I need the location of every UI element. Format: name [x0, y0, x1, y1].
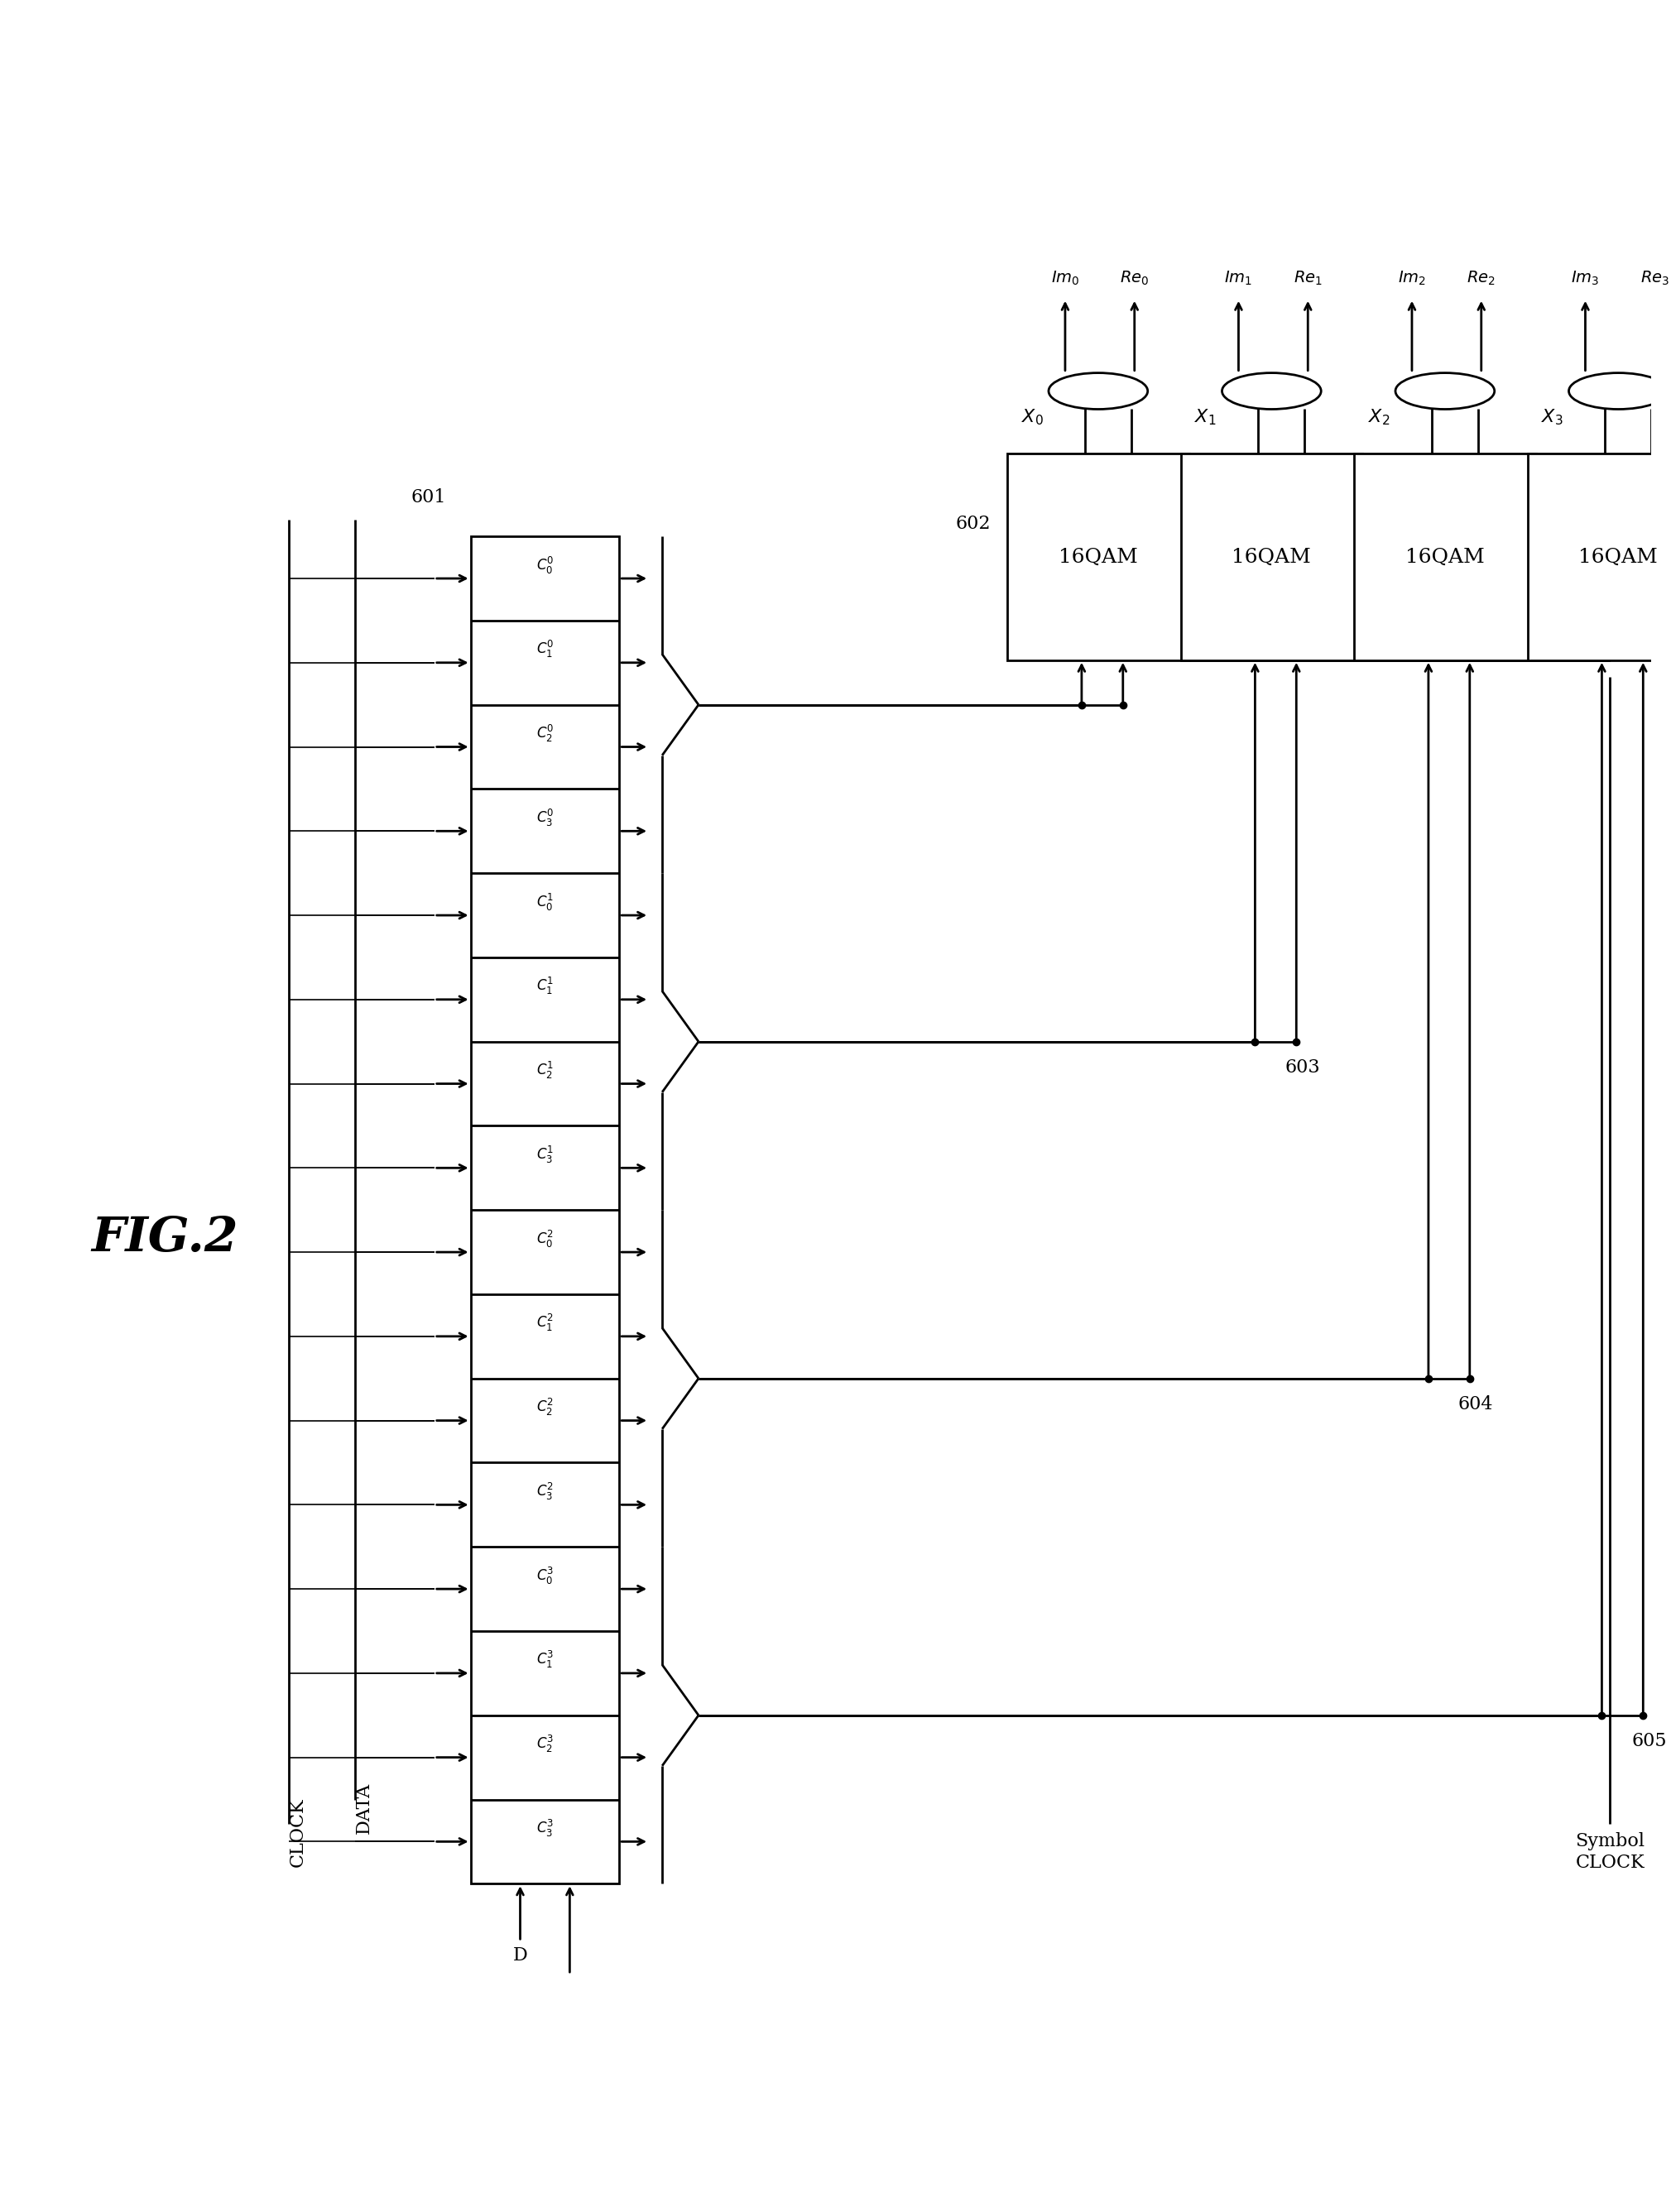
Text: $C_0^2$: $C_0^2$	[536, 1228, 553, 1250]
Text: $C_2^0$: $C_2^0$	[536, 723, 553, 743]
Text: 16QAM: 16QAM	[1579, 549, 1658, 566]
Text: $C_1^1$: $C_1^1$	[536, 975, 553, 998]
Ellipse shape	[1569, 374, 1668, 409]
Text: CLOCK: CLOCK	[289, 1798, 307, 1867]
Text: $X_1$: $X_1$	[1195, 407, 1216, 427]
Text: $C_3^2$: $C_3^2$	[536, 1482, 553, 1502]
Text: $X_3$: $X_3$	[1541, 407, 1564, 427]
Text: 16QAM: 16QAM	[1058, 549, 1138, 566]
Text: $Re_0$: $Re_0$	[1120, 270, 1150, 288]
Bar	[1181, 453, 1362, 659]
Text: $C_3^3$: $C_3^3$	[536, 1818, 553, 1838]
Ellipse shape	[1049, 374, 1148, 409]
Text: $C_1^0$: $C_1^0$	[536, 639, 553, 659]
Text: 603: 603	[1285, 1057, 1320, 1077]
Text: $C_2^1$: $C_2^1$	[536, 1060, 553, 1082]
Text: $Im_1$: $Im_1$	[1225, 270, 1253, 288]
Text: $C_3^1$: $C_3^1$	[536, 1144, 553, 1166]
Text: 602: 602	[956, 515, 991, 533]
Text: $Im_2$: $Im_2$	[1399, 270, 1425, 288]
Text: $Im_0$: $Im_0$	[1051, 270, 1079, 288]
Text: $Re_2$: $Re_2$	[1467, 270, 1496, 288]
Text: 605: 605	[1631, 1732, 1666, 1750]
Text: 16QAM: 16QAM	[1405, 549, 1484, 566]
Text: Symbol
CLOCK: Symbol CLOCK	[1576, 1832, 1644, 1871]
Text: $C_0^1$: $C_0^1$	[536, 891, 553, 914]
Bar	[1527, 453, 1671, 659]
Text: $X_0$: $X_0$	[1021, 407, 1043, 427]
Text: $C_0^0$: $C_0^0$	[536, 555, 553, 575]
Ellipse shape	[1222, 374, 1322, 409]
Text: FIG.2: FIG.2	[92, 1214, 239, 1261]
Text: $C_2^3$: $C_2^3$	[536, 1734, 553, 1754]
Text: $C_0^3$: $C_0^3$	[536, 1566, 553, 1586]
Text: D: D	[513, 1947, 528, 1964]
Text: DATA: DATA	[354, 1783, 373, 1834]
Text: $C_2^2$: $C_2^2$	[536, 1398, 553, 1418]
Bar	[1008, 453, 1190, 659]
Text: $C_1^3$: $C_1^3$	[536, 1650, 553, 1670]
Bar	[471, 535, 620, 1885]
Text: $Re_3$: $Re_3$	[1641, 270, 1669, 288]
Text: $C_3^0$: $C_3^0$	[536, 807, 553, 827]
Text: $Im_3$: $Im_3$	[1571, 270, 1599, 288]
Text: $C_1^2$: $C_1^2$	[536, 1312, 553, 1334]
Text: 604: 604	[1459, 1396, 1494, 1413]
Text: $Re_1$: $Re_1$	[1293, 270, 1322, 288]
Text: 601: 601	[411, 489, 446, 507]
Text: $X_2$: $X_2$	[1369, 407, 1390, 427]
Bar	[1354, 453, 1536, 659]
Text: 16QAM: 16QAM	[1232, 549, 1312, 566]
Ellipse shape	[1395, 374, 1494, 409]
